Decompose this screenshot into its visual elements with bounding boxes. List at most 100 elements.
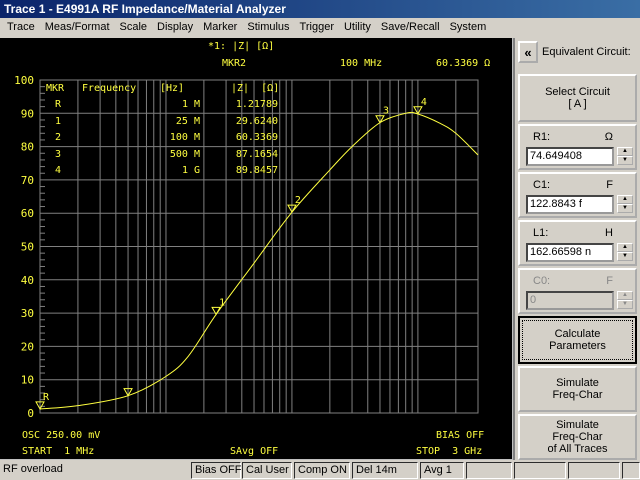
marker-triangle-icon <box>287 204 297 214</box>
c0-input: 0 <box>526 291 614 310</box>
marker-row-freq: 1 G <box>181 165 200 177</box>
spin-up-icon[interactable]: ▲ <box>617 195 633 204</box>
plot-frame <box>39 79 479 414</box>
spin-down-icon: ▼ <box>617 300 633 309</box>
marker-row-freq: 25 M <box>175 115 200 127</box>
marker-row-value: 87.1654 <box>235 148 278 160</box>
status-delay: Del 14m <box>352 462 418 479</box>
marker-row-mkr: 3 <box>55 148 62 160</box>
l1-label: L1: <box>533 227 549 239</box>
label: Freq-Char <box>552 431 603 443</box>
y-tick-label: 100 <box>14 74 34 87</box>
bias-status: BIAS OFF <box>436 430 485 441</box>
c1-spinner[interactable]: ▲ ▼ <box>617 195 633 214</box>
menu-marker[interactable]: Marker <box>203 21 238 33</box>
c1-input[interactable]: 122.8843 f <box>526 195 614 214</box>
label: Parameters <box>549 340 606 352</box>
marker-triangle-icon <box>211 306 221 316</box>
measurement-display[interactable]: 0 10 20 30 40 50 60 70 80 90 100 R 1 2 3 4 *1: |Z| [Ω] … <box>0 38 512 459</box>
status-bar: RF overload Bias OFF Cal User Comp ON De… <box>0 460 640 480</box>
menu-save-recall[interactable]: Save/Recall <box>380 21 440 33</box>
status-comp: Comp ON <box>294 462 350 479</box>
impedance-trace <box>39 111 479 410</box>
stop-frequency: STOP 3 GHz <box>416 446 483 457</box>
label: of All Traces <box>547 443 608 455</box>
label: Simulate <box>556 377 599 389</box>
menu-trigger[interactable]: Trigger <box>299 21 334 33</box>
menu-stimulus[interactable]: Stimulus <box>247 21 290 33</box>
label: Calculate <box>554 328 601 340</box>
c0-field: C0: F 0 ▲ ▼ <box>518 268 637 314</box>
menu-scale[interactable]: Scale <box>119 21 148 33</box>
marker-label: 1 <box>219 297 225 308</box>
r1-input[interactable]: 74.649408 <box>526 147 614 166</box>
marker-row-value: 60.3369 <box>235 132 278 144</box>
marker-row-freq: 1 M <box>181 99 200 110</box>
simulate-all-traces-button[interactable]: Simulate Freq-Char of All Traces <box>518 414 637 460</box>
spin-up-icon[interactable]: ▲ <box>617 243 633 252</box>
table-header-z: |Z| [Ω] <box>231 83 280 94</box>
l1-spinner[interactable]: ▲ ▼ <box>617 243 633 262</box>
table-header-mkr: MKR <box>46 83 65 94</box>
marker-triangle-icon <box>375 115 385 124</box>
menu-system[interactable]: System <box>449 21 487 33</box>
menu-trace[interactable]: Trace <box>7 21 35 33</box>
menu-utility[interactable]: Utility <box>343 21 371 33</box>
l1-input[interactable]: 162.66598 n <box>526 243 614 262</box>
y-tick-label: 60 <box>21 207 34 220</box>
status-empty <box>568 462 620 479</box>
simulate-freq-char-button[interactable]: Simulate Freq-Char <box>518 366 637 412</box>
y-tick-label: 50 <box>21 241 34 254</box>
marker-row-freq: 100 M <box>169 132 200 144</box>
marker-row-value: 29.6240 <box>235 115 278 127</box>
table-header-frequency: Frequency <box>82 83 137 94</box>
label: Freq-Char <box>552 389 603 401</box>
status-avg: Avg 1 <box>420 462 464 479</box>
marker-label: 2 <box>295 195 301 206</box>
collapse-panel-button[interactable]: « <box>518 41 538 63</box>
y-tick-label: 10 <box>21 374 34 387</box>
menu-meas-format[interactable]: Meas/Format <box>44 21 110 33</box>
osc-level: OSC 250.00 mV <box>22 430 101 441</box>
y-tick-label: 90 <box>21 107 34 120</box>
r1-unit: Ω <box>604 131 613 143</box>
marker-row-value: 1.21789 <box>235 99 278 110</box>
y-tick-label: 20 <box>21 340 34 353</box>
y-tick-label: 0 <box>27 407 34 420</box>
status-empty <box>622 462 640 479</box>
spin-down-icon[interactable]: ▼ <box>617 204 633 213</box>
r1-spinner[interactable]: ▲ ▼ <box>617 147 633 166</box>
c0-unit: F <box>606 275 613 287</box>
y-tick-label: 30 <box>21 307 34 320</box>
r1-label: R1: <box>533 131 551 143</box>
menu-display[interactable]: Display <box>157 21 194 33</box>
marker-label: 3 <box>383 106 389 117</box>
panel-title: Equivalent Circuit: <box>542 46 631 58</box>
title-bar: Trace 1 - E4991A RF Impedance/Material A… <box>0 0 640 18</box>
select-circuit-button[interactable]: Select Circuit[ A ] <box>518 74 637 122</box>
status-empty <box>466 462 512 479</box>
label: Select Circuit <box>545 86 610 98</box>
active-marker-freq: 100 MHz <box>340 58 383 69</box>
status-bias: Bias OFF <box>191 462 241 479</box>
spin-down-icon[interactable]: ▼ <box>617 252 633 261</box>
status-cal: Cal User <box>242 462 292 479</box>
start-frequency: START 1 MHz <box>22 446 95 457</box>
equivalent-circuit-panel: « Equivalent Circuit: Select Circuit[ A ]… <box>513 38 640 460</box>
spin-up-icon[interactable]: ▲ <box>617 147 633 156</box>
c1-label: C1: <box>533 179 551 191</box>
status-message: RF overload <box>3 463 63 475</box>
active-marker-name: MKR2 <box>222 58 247 69</box>
status-empty <box>514 462 566 479</box>
marker-triangle-icon <box>413 106 423 115</box>
spin-down-icon[interactable]: ▼ <box>617 156 633 165</box>
sweep-avg: SAvg OFF <box>230 446 279 457</box>
active-marker-value: 60.3369 Ω <box>436 58 491 69</box>
table-header-hz: [Hz] <box>160 83 185 94</box>
y-tick-label: 70 <box>21 174 34 187</box>
marker-row-mkr: 1 <box>55 115 62 127</box>
l1-field: L1: H 162.66598 n ▲ ▼ <box>518 220 637 266</box>
marker-row-freq: 500 M <box>169 148 200 160</box>
calculate-parameters-button[interactable]: Calculate Parameters <box>518 316 637 364</box>
impedance-chart: 0 10 20 30 40 50 60 70 80 90 100 R 1 2 3 4 <box>14 74 479 420</box>
